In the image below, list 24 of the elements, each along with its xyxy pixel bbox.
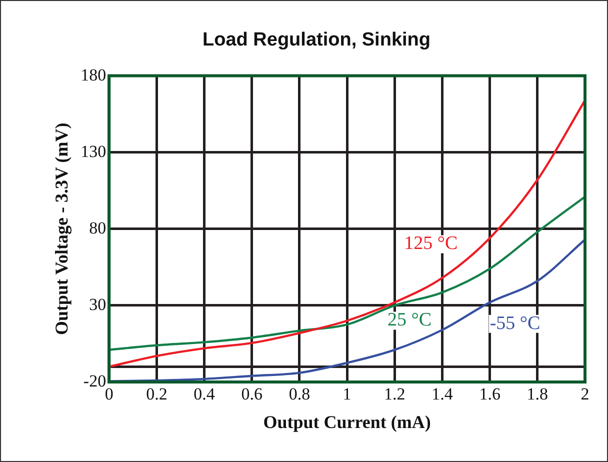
x-tick-label: 1	[342, 384, 352, 404]
series-label: -55 °C	[490, 312, 540, 334]
x-tick-label: 1.4	[432, 384, 454, 404]
x-tick-label: 0.2	[146, 384, 168, 404]
y-tick-label: -20	[83, 371, 106, 390]
y-tick-label: 30	[89, 294, 106, 314]
x-axis-title: Output Current (mA)	[263, 412, 431, 432]
x-tick-label: 0.8	[288, 384, 310, 404]
series-label: 125 °C	[404, 233, 458, 254]
line-series	[109, 99, 585, 368]
y-tick-label: 130	[80, 142, 106, 161]
y-tick-label: 180	[80, 65, 106, 84]
line-series	[109, 196, 585, 351]
x-tick-label: 0	[104, 384, 114, 404]
x-tick-label: 2	[580, 384, 590, 404]
chart-title: Load Regulation, Sinking	[202, 30, 430, 51]
x-tick-label: 1.6	[479, 384, 500, 404]
x-tick-label: 1.2	[384, 384, 406, 404]
x-tick-label: 0.4	[194, 384, 216, 404]
y-tick-label: 80	[89, 218, 106, 238]
x-tick-label: 0.6	[241, 384, 262, 404]
x-tick-label: 1.8	[526, 384, 548, 404]
y-axis-title: Output Voltage - 3.3V (mV)	[51, 122, 72, 335]
series-label: 25 °C	[388, 310, 432, 331]
